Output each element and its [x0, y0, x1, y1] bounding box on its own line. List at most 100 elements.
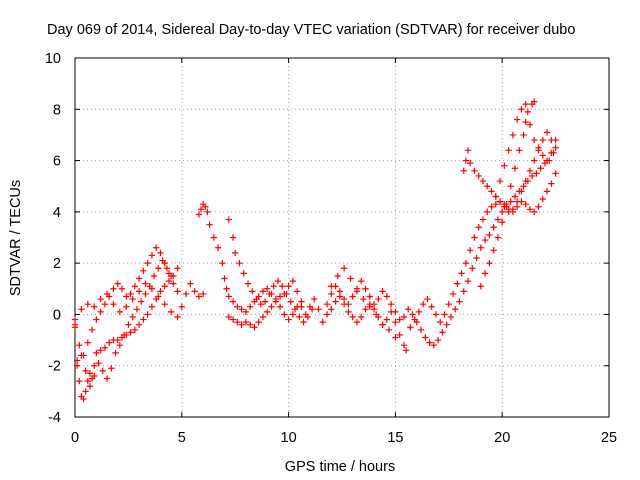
- data-point: [187, 280, 194, 287]
- data-point: [516, 147, 523, 154]
- data-point: [419, 300, 427, 308]
- data-point: [71, 324, 79, 331]
- data-point: [528, 172, 536, 180]
- data-point: [259, 313, 267, 321]
- data-point: [484, 183, 491, 190]
- data-point: [291, 306, 299, 313]
- data-point: [144, 259, 151, 267]
- data-point: [513, 116, 521, 123]
- data-point: [174, 288, 181, 295]
- data-point: [91, 372, 98, 380]
- data-point: [499, 208, 506, 216]
- data-point: [246, 303, 254, 310]
- data-point: [481, 270, 489, 277]
- data-point: [349, 313, 356, 321]
- x-tick-label: 10: [281, 430, 297, 446]
- data-point: [278, 283, 286, 290]
- data-point: [526, 121, 534, 128]
- data-point: [543, 129, 551, 136]
- data-point: [456, 298, 463, 305]
- data-point: [114, 280, 121, 287]
- data-point: [460, 167, 467, 175]
- data-point: [479, 177, 487, 185]
- data-point: [372, 311, 380, 318]
- data-point: [197, 206, 205, 213]
- data-point: [494, 234, 502, 241]
- data-point: [142, 280, 149, 287]
- data-point: [272, 298, 279, 305]
- data-point: [336, 293, 344, 300]
- data-point: [539, 136, 546, 144]
- data-point: [264, 285, 271, 292]
- data-point: [449, 290, 457, 298]
- data-point: [319, 318, 326, 326]
- data-point: [138, 298, 145, 305]
- y-tick-label: 4: [53, 205, 61, 221]
- data-point: [488, 188, 495, 195]
- data-point: [490, 247, 497, 254]
- data-point: [110, 300, 117, 308]
- data-point: [161, 283, 168, 290]
- data-point: [494, 216, 502, 223]
- data-point: [432, 311, 440, 318]
- data-point: [82, 367, 89, 375]
- data-point: [95, 359, 102, 367]
- data-point: [155, 265, 162, 272]
- data-point: [526, 167, 534, 175]
- data-point: [214, 244, 222, 251]
- data-point: [479, 216, 487, 223]
- data-point: [496, 177, 504, 185]
- data-point: [202, 203, 209, 210]
- data-point: [520, 131, 527, 139]
- data-point: [91, 362, 98, 369]
- data-point: [174, 265, 181, 272]
- data-point: [366, 293, 373, 300]
- data-point: [123, 293, 130, 300]
- data-point: [492, 193, 499, 200]
- data-point: [161, 300, 168, 308]
- data-point: [445, 300, 452, 308]
- data-point: [163, 265, 171, 272]
- data-point: [409, 311, 416, 318]
- data-point: [466, 247, 474, 254]
- data-point: [328, 283, 335, 290]
- x-tick-label: 25: [601, 430, 617, 446]
- data-point: [123, 303, 130, 310]
- data-point: [80, 395, 87, 403]
- data-point: [533, 170, 540, 177]
- data-point: [84, 377, 92, 385]
- data-point: [253, 295, 260, 303]
- data-point: [257, 300, 265, 308]
- data-point: [509, 131, 517, 139]
- data-point: [191, 288, 198, 295]
- data-point: [543, 188, 551, 195]
- data-point: [155, 293, 162, 300]
- data-point: [552, 136, 559, 144]
- data-point: [396, 316, 403, 323]
- data-point: [86, 383, 94, 390]
- data-point: [236, 259, 243, 267]
- data-point: [93, 316, 100, 323]
- data-point: [281, 311, 288, 318]
- data-point: [246, 321, 254, 328]
- y-tick-label: 8: [53, 102, 61, 118]
- data-point: [443, 321, 450, 328]
- data-point: [387, 308, 395, 316]
- data-point: [400, 313, 408, 321]
- data-point: [287, 298, 294, 305]
- data-point: [462, 259, 470, 267]
- y-tick-label: 0: [53, 307, 61, 323]
- data-point: [105, 339, 113, 346]
- data-point: [539, 152, 546, 159]
- data-point: [522, 118, 529, 126]
- data-point: [392, 334, 399, 341]
- data-point: [276, 303, 284, 310]
- data-point: [328, 290, 335, 298]
- data-point: [522, 177, 529, 185]
- data-point: [99, 367, 106, 375]
- data-point: [108, 365, 115, 372]
- data-point: [298, 303, 305, 310]
- data-point: [492, 200, 499, 208]
- data-point: [129, 295, 136, 303]
